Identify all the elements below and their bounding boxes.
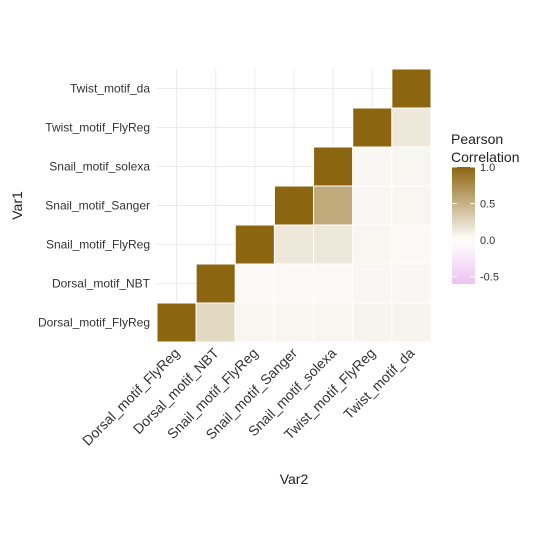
heatmap-cell <box>391 224 432 265</box>
legend-colorbar <box>452 167 475 284</box>
heatmap-cell <box>352 107 393 148</box>
heatmap-cell <box>391 68 432 109</box>
heatmap-cell <box>391 107 432 148</box>
heatmap-cell <box>273 263 315 304</box>
legend: Pearson Correlation 1.0 0.5 0.0 -0.5 <box>451 131 519 284</box>
legend-tick-label: 0.0 <box>480 235 495 247</box>
heatmap-cell <box>391 302 432 343</box>
heatmap-cell <box>313 146 354 187</box>
y-tick-label: Twist_motif_FlyReg <box>45 121 150 135</box>
x-axis-title: Var2 <box>280 471 309 487</box>
y-tick-labels: Dorsal_motif_FlyReg Dorsal_motif_NBT Snail… <box>38 82 151 330</box>
y-tick-label: Dorsal_motif_NBT <box>52 277 151 291</box>
legend-tick-label: 0.5 <box>480 199 495 211</box>
heatmap-cell <box>273 185 315 226</box>
y-tick-label: Twist_motif_da <box>70 82 150 96</box>
x-tick-labels: Dorsal_motif_FlyRegDorsal_motif_NBTSnail… <box>79 344 418 448</box>
heatmap-cell <box>195 302 236 343</box>
heatmap-cells <box>156 68 432 343</box>
heatmap-cell <box>352 146 393 187</box>
heatmap-cell <box>273 302 315 343</box>
y-tick-label: Dorsal_motif_FlyReg <box>38 316 150 330</box>
heatmap-cell <box>156 302 197 343</box>
heatmap-cell <box>313 302 354 343</box>
heatmap-cell <box>234 302 275 343</box>
heatmap-cell <box>352 185 393 226</box>
heatmap-cell <box>273 224 315 265</box>
heatmap-cell <box>234 224 275 265</box>
legend-tick-label: 1.0 <box>480 162 495 174</box>
heatmap-cell <box>234 263 275 304</box>
heatmap-cell <box>391 146 432 187</box>
heatmap-cell <box>391 185 432 226</box>
legend-ticks: 1.0 0.5 0.0 -0.5 <box>452 162 499 284</box>
y-tick-label: Snail_motif_Sanger <box>45 199 150 213</box>
heatmap-cell <box>313 263 354 304</box>
heatmap-cell <box>195 263 236 304</box>
heatmap-cell <box>313 224 354 265</box>
x-tick-label: Twist_motif_da <box>340 345 417 422</box>
heatmap-cell <box>352 224 393 265</box>
legend-title-line-2: Correlation <box>451 149 519 165</box>
heatmap-cell <box>352 302 393 343</box>
y-tick-label: Snail_motif_FlyReg <box>46 238 150 252</box>
heatmap-cell <box>352 263 393 304</box>
y-axis-title: Var1 <box>9 191 25 220</box>
heatmap-cell <box>313 185 354 226</box>
legend-title-line-1: Pearson <box>451 131 503 147</box>
legend-tick-label: -0.5 <box>480 272 499 284</box>
y-tick-label: Snail_motif_solexa <box>49 160 150 174</box>
heatmap-cell <box>391 263 432 304</box>
